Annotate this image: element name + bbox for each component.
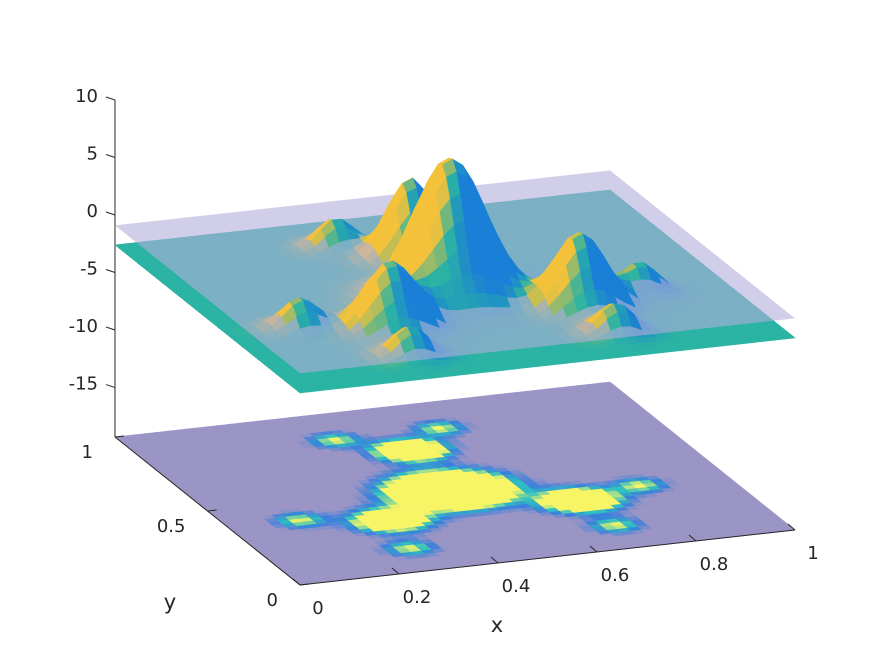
y-axis-label: y [164, 590, 176, 614]
x-tick-label: 1 [807, 543, 818, 564]
z-tick [105, 154, 116, 158]
z-tick-label: -10 [69, 316, 98, 337]
x-tick-label: 0.4 [502, 576, 531, 597]
z-tick [105, 211, 116, 216]
x-tick-label: 0 [312, 598, 323, 619]
z-tick-label: 0 [87, 201, 98, 222]
z-tick-label: 5 [87, 144, 98, 165]
z-tick [105, 269, 116, 273]
z-tick [105, 326, 116, 331]
y-tick-label: 1 [82, 442, 93, 463]
z-tick [105, 96, 116, 101]
x-tick-label: 0.2 [403, 587, 432, 608]
z-tick-label: -15 [69, 374, 98, 395]
z-tick-label: 10 [75, 86, 98, 107]
y-tick-label: 0.5 [157, 516, 186, 537]
x-axis-label: x [491, 613, 503, 637]
x-tick-label: 0.6 [601, 565, 630, 586]
z-tick-label: -5 [80, 259, 98, 280]
x-tick-label: 0.8 [700, 554, 729, 575]
y-tick-label: 0 [267, 590, 278, 611]
z-tick [105, 384, 116, 389]
